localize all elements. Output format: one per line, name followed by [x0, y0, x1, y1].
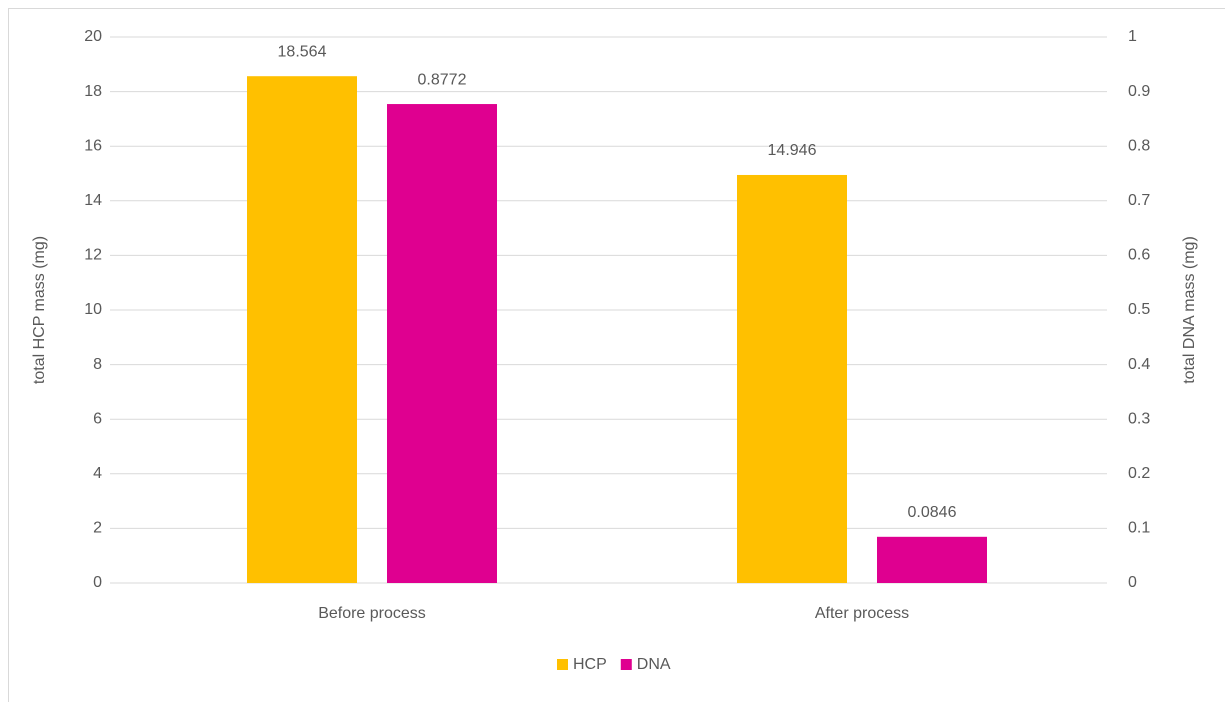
legend-swatch [557, 659, 568, 670]
legend-label: HCP [573, 656, 607, 673]
y2-tick-label: 0.8 [1128, 137, 1150, 154]
y-tick-label: 10 [84, 301, 102, 318]
y2-tick-label: 0.7 [1128, 192, 1150, 209]
y2-tick-label: 0.1 [1128, 520, 1150, 537]
y-tick-label: 14 [84, 192, 102, 209]
y-tick-label: 2 [93, 520, 102, 537]
bar [247, 76, 357, 584]
y2-tick-label: 0.3 [1128, 410, 1150, 427]
y-tick-label: 20 [84, 28, 102, 45]
data-label: 14.946 [768, 142, 817, 159]
y2-tick-label: 0.6 [1128, 247, 1150, 264]
y2-tick-label: 1 [1128, 28, 1137, 45]
y-tick-label: 8 [93, 356, 102, 373]
y-tick-label: 18 [84, 83, 102, 100]
y2-tick-label: 0.9 [1128, 83, 1150, 100]
y2-tick-label: 0.4 [1128, 356, 1150, 373]
bar [737, 174, 847, 584]
data-label: 0.8772 [418, 71, 467, 88]
y2-tick-label: 0.5 [1128, 301, 1150, 318]
legend-swatch [620, 659, 632, 670]
y-tick-label: 6 [93, 410, 102, 427]
data-label: 18.564 [278, 43, 327, 60]
y2-axis-title: total DNA mass (mg) [1181, 236, 1198, 384]
bar [877, 536, 987, 583]
y2-tick-label: 0 [1128, 574, 1137, 591]
chart-border [8, 8, 1225, 702]
bar [387, 104, 497, 583]
x-tick-label: Before process [318, 605, 426, 622]
y2-tick-label: 0.2 [1128, 465, 1150, 482]
y-tick-label: 16 [84, 137, 102, 154]
y-axis-title: total HCP mass (mg) [31, 236, 48, 384]
x-tick-label: After process [815, 605, 909, 622]
y-tick-label: 4 [93, 465, 102, 482]
legend-label: DNA [637, 656, 671, 673]
y-tick-label: 12 [84, 247, 102, 264]
y-tick-label: 0 [93, 574, 102, 591]
data-label: 0.0846 [908, 504, 957, 521]
